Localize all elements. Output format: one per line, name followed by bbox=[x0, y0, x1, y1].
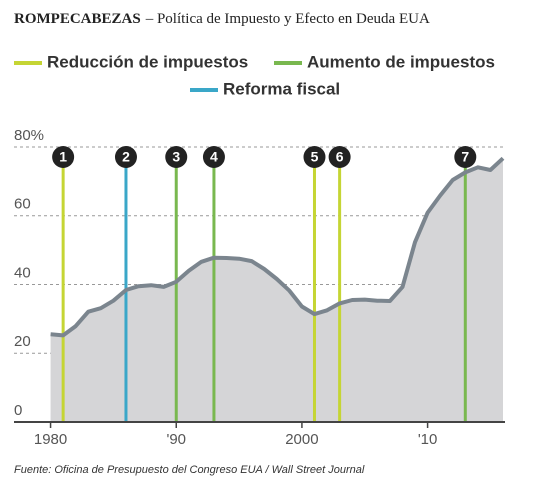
event-marker bbox=[303, 146, 326, 168]
event-marker bbox=[454, 146, 477, 168]
y-tick-label: 40 bbox=[14, 264, 31, 281]
y-tick-label: 0 bbox=[14, 402, 22, 419]
event-label: 3 bbox=[172, 149, 180, 165]
legend-label: Aumento de impuestos bbox=[307, 52, 495, 71]
event-label: 6 bbox=[336, 149, 344, 165]
y-tick-label: 80% bbox=[14, 127, 44, 144]
event-marker bbox=[328, 146, 351, 168]
legend-label: Reforma fiscal bbox=[223, 79, 340, 98]
title: ROMPECABEZAS bbox=[14, 11, 141, 27]
subtitle: – Política de Impuesto y Efecto en Deuda… bbox=[145, 11, 430, 27]
event-label: 2 bbox=[122, 149, 130, 165]
y-tick-label: 20 bbox=[14, 333, 31, 350]
event-label: 7 bbox=[461, 149, 469, 165]
legend-label: Reducción de impuestos bbox=[47, 52, 248, 71]
x-tick-label: 1980 bbox=[34, 431, 67, 448]
line bbox=[50, 156, 505, 338]
area bbox=[50, 158, 503, 423]
x-tick-label: '10 bbox=[418, 431, 438, 448]
event-marker bbox=[114, 146, 137, 168]
source: Fuente: Oficina de Presupuesto del Congr… bbox=[14, 464, 365, 476]
event-marker bbox=[52, 146, 75, 168]
x-tick-label: 2000 bbox=[285, 431, 318, 448]
event-marker bbox=[202, 146, 225, 168]
x-tick-label: '90 bbox=[166, 431, 186, 448]
event-label: 5 bbox=[311, 149, 319, 165]
event-marker bbox=[165, 146, 188, 168]
chart-title: ROMPECABEZAS – Política de Impuesto y Efe… bbox=[14, 11, 430, 27]
y-tick-label: 60 bbox=[14, 196, 31, 213]
event-label: 4 bbox=[210, 149, 218, 165]
event-label: 1 bbox=[59, 149, 67, 165]
